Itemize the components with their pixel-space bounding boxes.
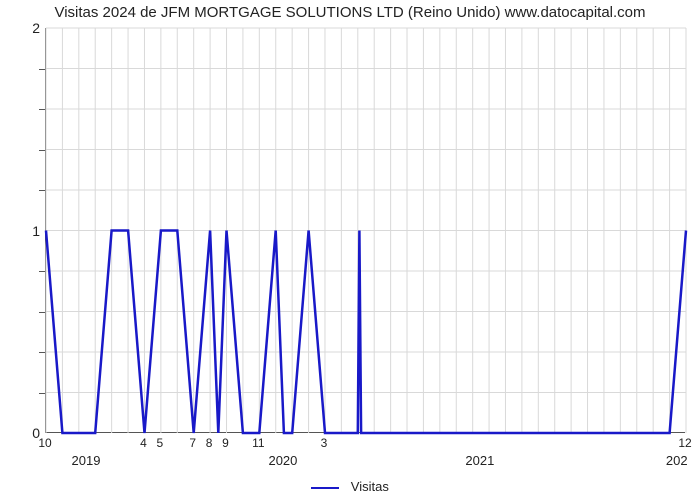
- x-year-label: 2020: [268, 453, 297, 468]
- y-tick-label: 2: [22, 20, 40, 36]
- x-year-label: 2019: [72, 453, 101, 468]
- x-tick-label: 10: [38, 436, 51, 450]
- y-minor-tick: [39, 190, 45, 191]
- x-tick-label: 9: [222, 436, 229, 450]
- legend-label: Visitas: [351, 479, 389, 494]
- x-tick-label: 4: [140, 436, 147, 450]
- x-tick-label: 8: [206, 436, 213, 450]
- legend-swatch: [311, 487, 339, 489]
- x-year-label: 2021: [465, 453, 494, 468]
- x-tick-label: 5: [157, 436, 164, 450]
- y-minor-tick: [39, 271, 45, 272]
- y-minor-tick: [39, 393, 45, 394]
- y-minor-tick: [39, 352, 45, 353]
- x-year-label: 202: [666, 453, 688, 468]
- x-tick-label: 7: [189, 436, 196, 450]
- x-tick-label: 3: [321, 436, 328, 450]
- chart-title: Visitas 2024 de JFM MORTGAGE SOLUTIONS L…: [0, 4, 700, 21]
- y-tick-label: 1: [22, 223, 40, 239]
- plot-area: [45, 28, 685, 433]
- y-minor-tick: [39, 69, 45, 70]
- y-minor-tick: [39, 109, 45, 110]
- data-line: [46, 28, 686, 433]
- y-tick-label: 0: [22, 425, 40, 441]
- y-minor-tick: [39, 150, 45, 151]
- y-minor-tick: [39, 312, 45, 313]
- x-tick-label: 11: [252, 436, 264, 450]
- x-tick-label: 12: [678, 436, 691, 450]
- legend: Visitas: [0, 479, 700, 494]
